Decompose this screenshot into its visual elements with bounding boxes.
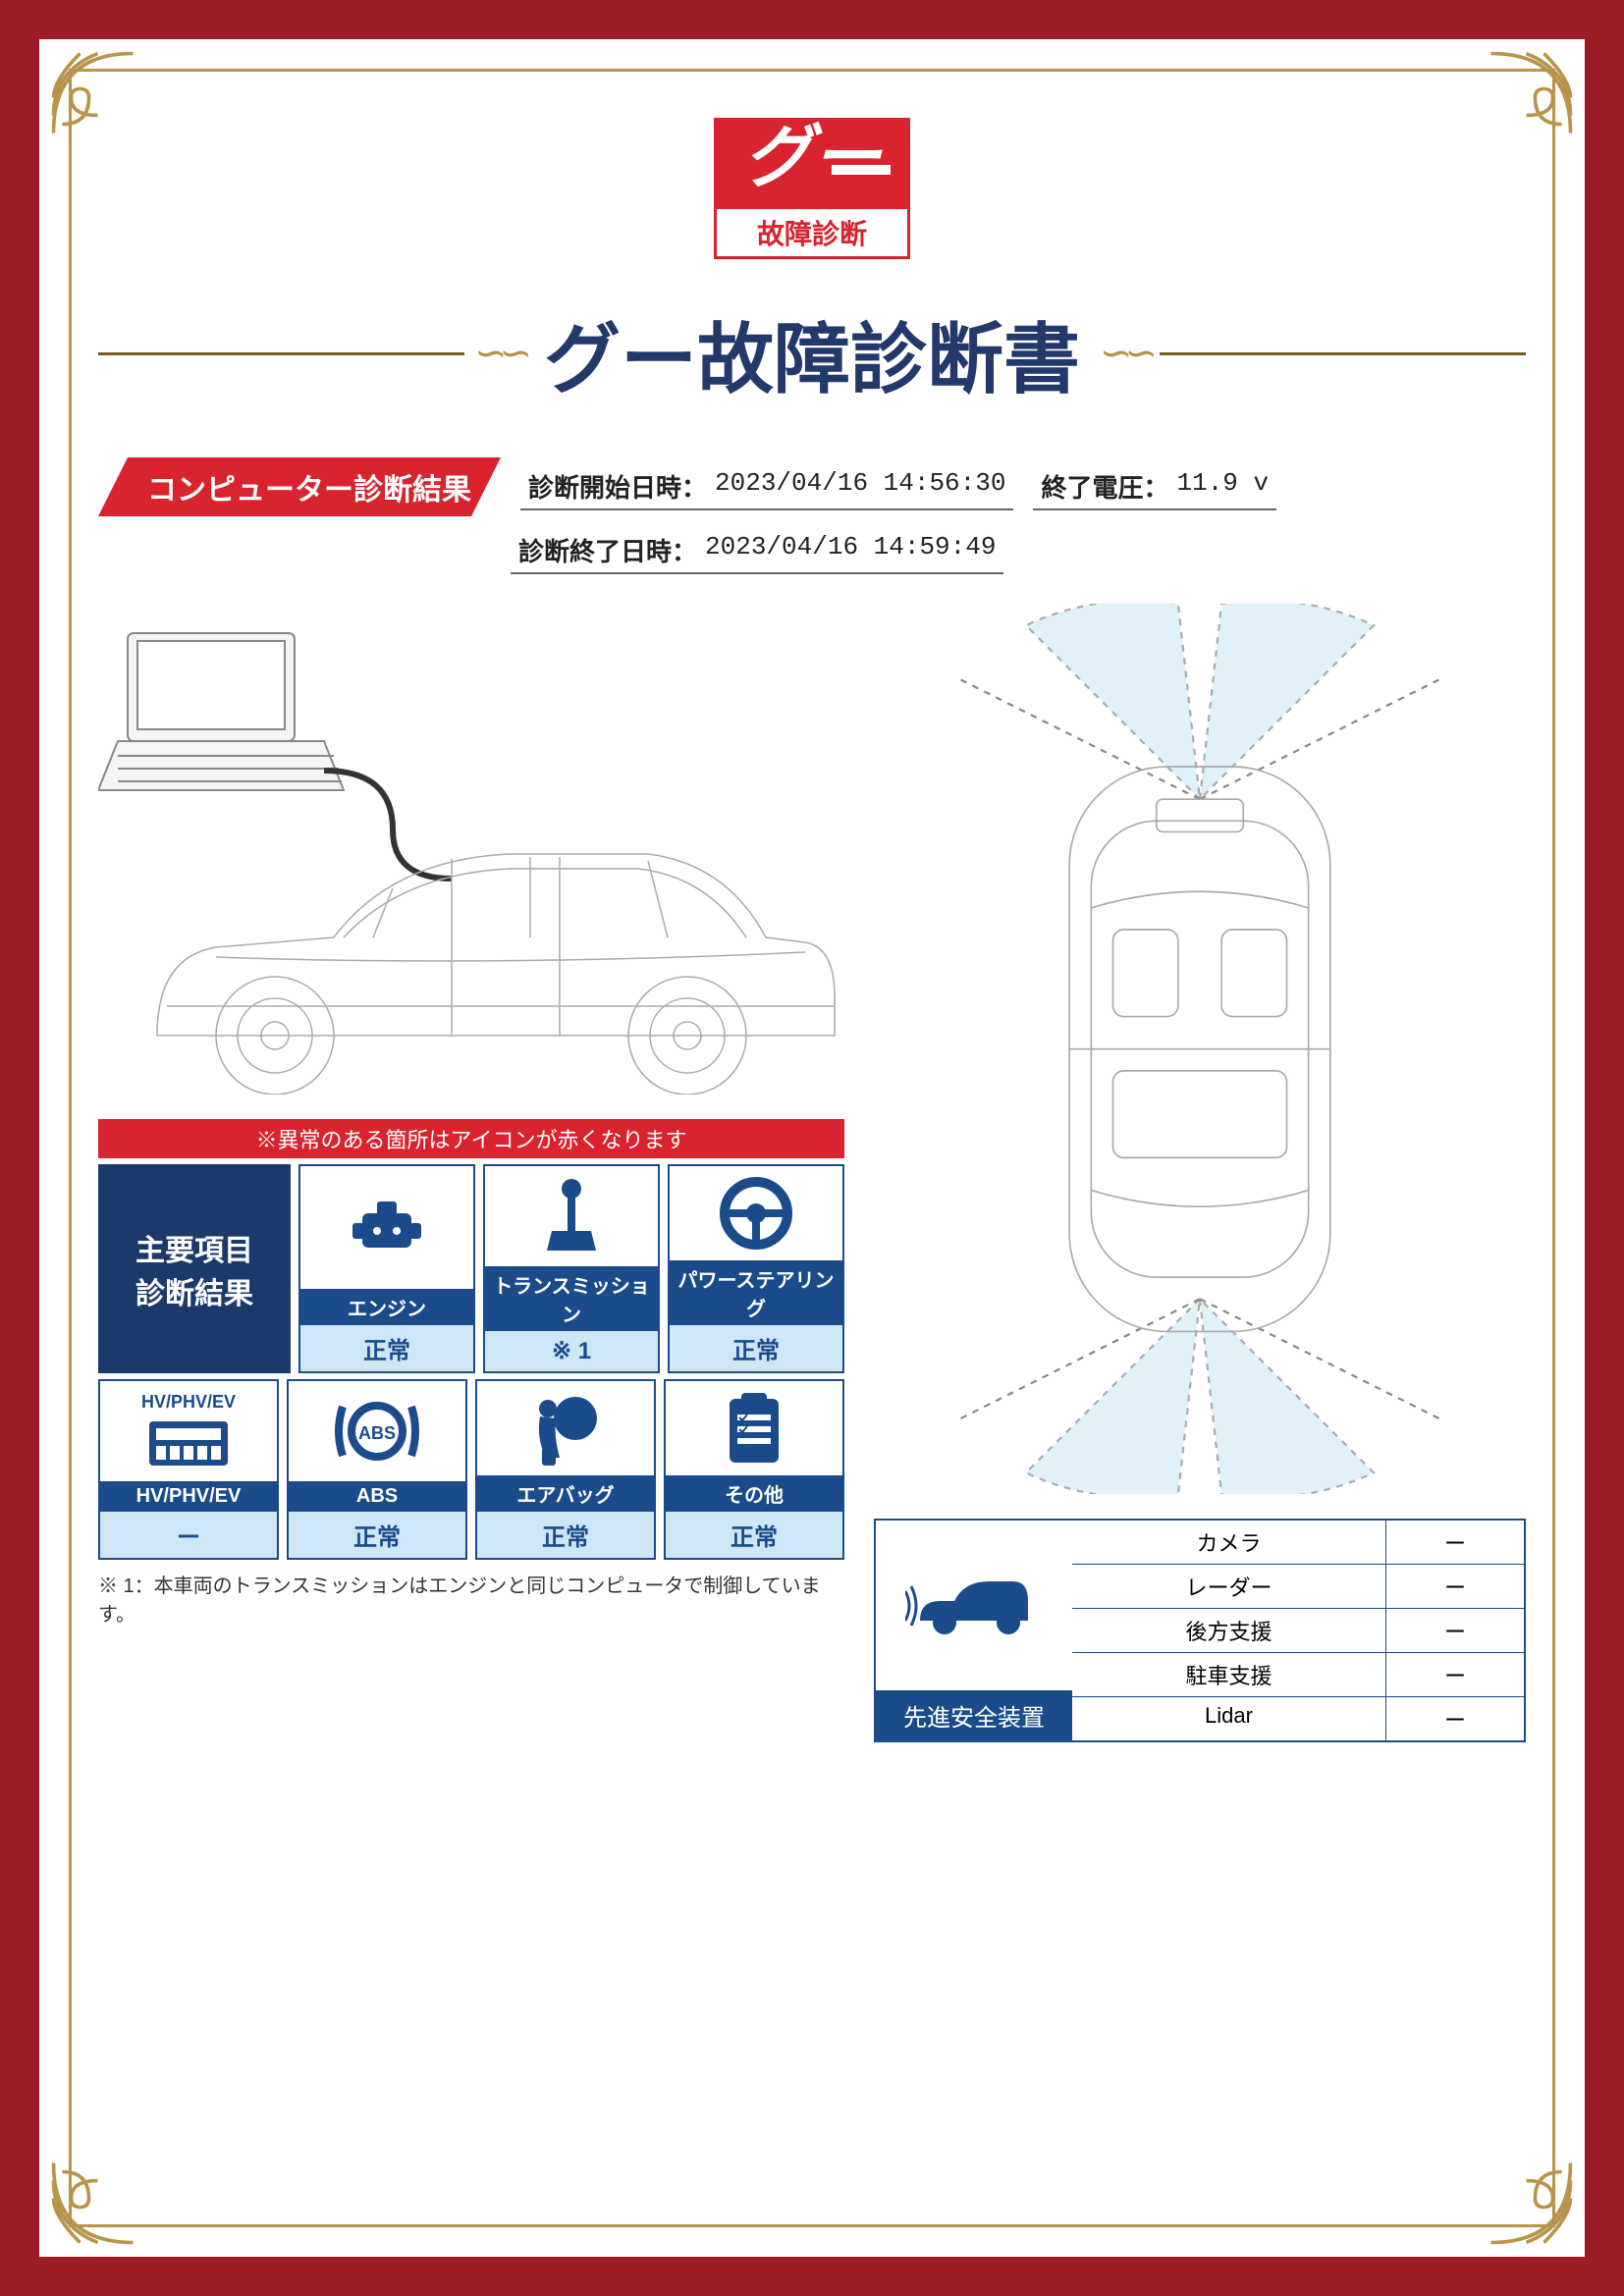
tile-status: 正常	[666, 1512, 842, 1558]
tile-name: エアバッグ	[477, 1475, 654, 1512]
safety-row: カメラ ー	[1072, 1521, 1524, 1565]
tile-transmission: トランスミッション ※ 1	[483, 1164, 660, 1373]
content: グー 故障診断 ∽∽ グー故障診断書 ∽∽ コンピューター診断結果 診断開始日時…	[98, 98, 1526, 2198]
tile-airbag: エアバッグ 正常	[475, 1379, 656, 1560]
safety-value: ー	[1386, 1521, 1524, 1564]
tile-name: トランスミッション	[485, 1266, 658, 1331]
tile-power-steering: パワーステアリング 正常	[668, 1164, 844, 1373]
safety-name: レーダー	[1072, 1565, 1386, 1608]
flourish-right-icon: ∽∽	[1100, 331, 1150, 376]
section-header: コンピューター診断結果 診断開始日時： 2023/04/16 14:56:30 …	[98, 457, 1526, 516]
meta-end-label: 診断終了日時：	[518, 532, 697, 568]
title-rule-left	[98, 352, 464, 355]
safety-name: 駐車支援	[1072, 1653, 1386, 1696]
engine-icon	[300, 1166, 473, 1289]
logo-block: グー 故障診断	[98, 118, 1526, 259]
hv-icon: HV/PHV/EV	[100, 1381, 277, 1481]
tile-hv: HV/PHV/EV HV/PHV/EV ー	[98, 1379, 279, 1560]
result-grid: ※異常のある箇所はアイコンが赤くなります 主要項目 診断結果 エンジン 正常	[98, 1119, 844, 1627]
meta-voltage: 終了電圧： 11.9 v	[1033, 464, 1276, 510]
tiles-row-1: 主要項目 診断結果 エンジン 正常	[98, 1164, 844, 1373]
safety-table: 先進安全装置 カメラ ー レーダー ー 後方支援 ー	[874, 1519, 1526, 1742]
tiles-row-2: HV/PHV/EV HV/PHV/EV ー ABS ABS 正常	[98, 1379, 844, 1560]
safety-row: 後方支援 ー	[1072, 1609, 1524, 1653]
hv-top-label: HV/PHV/EV	[141, 1392, 236, 1413]
safety-title: 先進安全装置	[903, 1690, 1045, 1740]
section-label: コンピューター診断結果	[98, 457, 501, 516]
title-row: ∽∽ グー故障診断書 ∽∽	[98, 298, 1526, 408]
tile-status: 正常	[300, 1325, 473, 1371]
safety-rows: カメラ ー レーダー ー 後方支援 ー 駐車支援	[1072, 1521, 1524, 1740]
tile-other: その他 正常	[664, 1379, 844, 1560]
safety-name: Lidar	[1072, 1697, 1386, 1740]
airbag-icon	[477, 1381, 654, 1475]
car-side-icon	[98, 604, 844, 1095]
clipboard-icon	[666, 1381, 842, 1475]
tile-abs: ABS ABS 正常	[287, 1379, 467, 1560]
safety-header-cell: 先進安全装置	[876, 1521, 1072, 1740]
page: グー 故障診断 ∽∽ グー故障診断書 ∽∽ コンピューター診断結果 診断開始日時…	[39, 39, 1585, 2257]
diagram-top-view: 先進安全装置 カメラ ー レーダー ー 後方支援 ー	[874, 604, 1526, 1742]
safety-value: ー	[1386, 1697, 1524, 1740]
safety-value: ー	[1386, 1609, 1524, 1652]
footnote: ※ 1：本車両のトランスミッションはエンジンと同じコンピュータで制御しています。	[98, 1570, 844, 1627]
diagram-side-view: ※異常のある箇所はアイコンが赤くなります 主要項目 診断結果 エンジン 正常	[98, 604, 844, 1742]
steering-icon	[670, 1166, 842, 1260]
tiles-header-line1: 主要項目	[135, 1226, 253, 1269]
safety-row: Lidar ー	[1072, 1697, 1524, 1740]
tile-name: その他	[666, 1475, 842, 1512]
meta-end-value: 2023/04/16 14:59:49	[705, 532, 996, 568]
tile-status: 正常	[477, 1512, 654, 1558]
safety-row: レーダー ー	[1072, 1565, 1524, 1609]
svg-text:ABS: ABS	[358, 1423, 396, 1443]
safety-name: 後方支援	[1072, 1609, 1386, 1652]
tile-status: ※ 1	[485, 1331, 658, 1371]
flourish-left-icon: ∽∽	[474, 331, 524, 376]
safety-row: 駐車支援 ー	[1072, 1653, 1524, 1697]
tile-status: 正常	[289, 1512, 465, 1558]
safety-name: カメラ	[1072, 1521, 1386, 1564]
meta-row-2: 診断終了日時： 2023/04/16 14:59:49	[511, 528, 1526, 574]
tiles-header-line2: 診断結果	[135, 1269, 253, 1312]
meta-voltage-value: 11.9 v	[1176, 468, 1269, 505]
car-top-icon	[874, 604, 1526, 1494]
logo-main: グー	[714, 118, 910, 206]
tile-engine: エンジン 正常	[298, 1164, 475, 1373]
abs-icon: ABS	[289, 1381, 465, 1481]
tiles-header: 主要項目 診断結果	[98, 1164, 291, 1373]
meta-start-value: 2023/04/16 14:56:30	[715, 468, 1005, 505]
tile-name: ABS	[289, 1481, 465, 1512]
tile-name: HV/PHV/EV	[100, 1481, 277, 1512]
transmission-icon	[485, 1166, 658, 1266]
safety-value: ー	[1386, 1653, 1524, 1696]
meta-start: 診断開始日時： 2023/04/16 14:56:30	[520, 464, 1013, 510]
result-banner: ※異常のある箇所はアイコンが赤くなります	[98, 1119, 844, 1158]
safety-value: ー	[1386, 1565, 1524, 1608]
meta-voltage-label: 終了電圧：	[1041, 468, 1168, 505]
title-rule-right	[1160, 352, 1526, 355]
logo-sub: 故障診断	[714, 206, 910, 259]
tile-name: パワーステアリング	[670, 1260, 842, 1325]
tile-status: ー	[100, 1512, 277, 1558]
tile-name: エンジン	[300, 1289, 473, 1325]
meta-start-label: 診断開始日時：	[528, 468, 707, 505]
safety-car-icon	[876, 1521, 1072, 1690]
diagrams: ※異常のある箇所はアイコンが赤くなります 主要項目 診断結果 エンジン 正常	[98, 604, 1526, 1742]
meta-end: 診断終了日時： 2023/04/16 14:59:49	[511, 528, 1003, 574]
tile-status: 正常	[670, 1325, 842, 1371]
page-title: グー故障診断書	[534, 298, 1090, 408]
